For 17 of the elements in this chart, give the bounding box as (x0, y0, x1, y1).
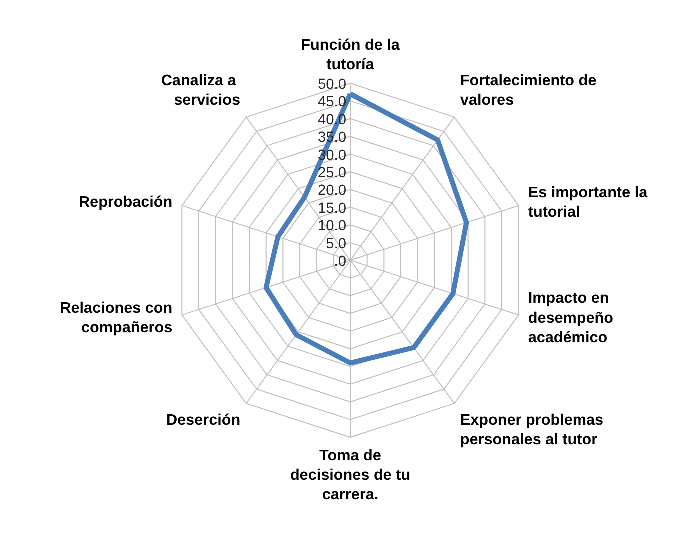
spoke-label: Relaciones con compañeros (60, 300, 173, 337)
y-tick-label: 25.0 (318, 166, 347, 182)
y-tick-label: 20.0 (318, 183, 347, 200)
y-tick-label: .0 (334, 254, 347, 270)
y-tick-label: 10.0 (318, 218, 347, 235)
y-tick-label: 50.0 (318, 77, 347, 93)
spoke-label: Reprobación (78, 194, 173, 212)
spoke-label: Toma de decisiones de tu carrera. (290, 448, 411, 504)
spoke-label: Función de la tutoría (301, 36, 400, 74)
spoke-label: Es importante la tutorial (528, 184, 648, 221)
spoke-label: Fortalecimiento de valores (460, 72, 597, 110)
spoke-label: Impacto en desempeño académico (528, 290, 614, 346)
spoke-label: Deserción (166, 412, 241, 429)
y-tick-label: 5.0 (326, 236, 346, 252)
spoke-label: Exponer problemas personales al tutor (460, 412, 604, 448)
spoke-label: Canaliza a servicios (161, 72, 241, 110)
y-tick-label: 15.0 (318, 200, 347, 217)
